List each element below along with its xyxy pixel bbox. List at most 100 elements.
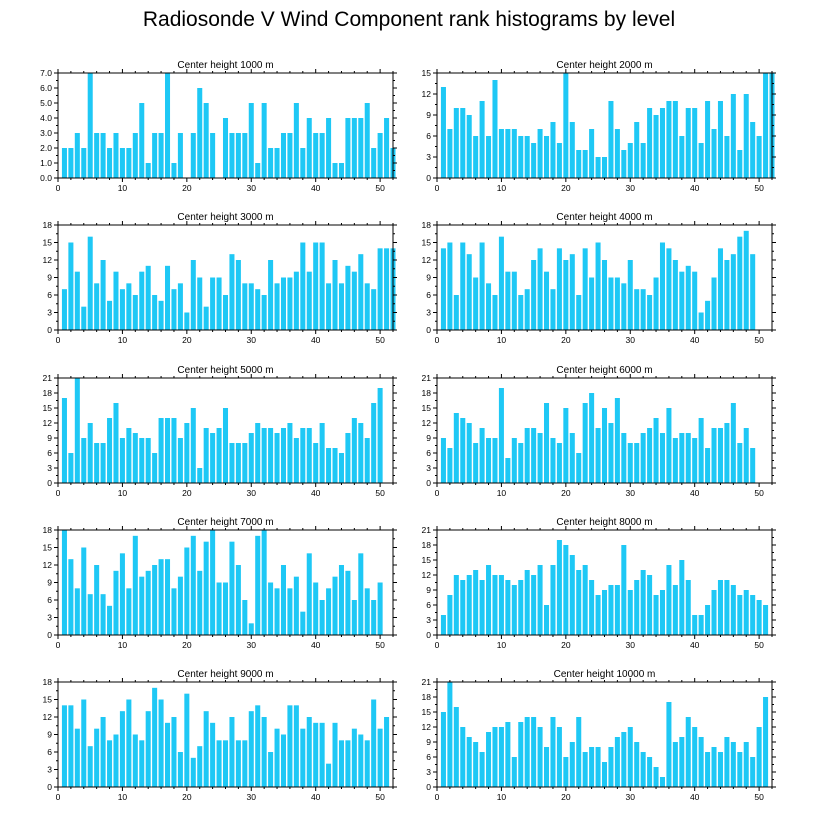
bar bbox=[724, 136, 730, 178]
bar bbox=[563, 73, 569, 178]
bar bbox=[274, 283, 280, 330]
bar bbox=[300, 242, 306, 330]
bar bbox=[184, 693, 190, 787]
bar bbox=[81, 148, 87, 178]
bar bbox=[248, 433, 254, 483]
bar bbox=[216, 428, 222, 483]
x-tick-label: 30 bbox=[626, 183, 636, 193]
panel-title: Center height 8000 m bbox=[556, 517, 652, 528]
bar bbox=[498, 388, 504, 483]
bar bbox=[486, 438, 492, 483]
y-tick-label: 3 bbox=[47, 308, 52, 318]
bar bbox=[229, 443, 235, 483]
y-tick-label: 6 bbox=[426, 448, 431, 458]
x-tick-label: 50 bbox=[754, 488, 764, 498]
bar bbox=[563, 757, 569, 787]
bar bbox=[332, 576, 338, 635]
bar bbox=[705, 752, 711, 787]
bar bbox=[737, 236, 743, 330]
bar bbox=[453, 413, 459, 483]
bar bbox=[248, 283, 254, 330]
bar bbox=[672, 742, 678, 787]
bar bbox=[640, 433, 646, 483]
bar bbox=[94, 283, 100, 330]
bar bbox=[132, 433, 138, 483]
bar bbox=[608, 747, 614, 787]
bar bbox=[518, 580, 524, 635]
bar bbox=[666, 101, 672, 178]
y-tick-label: 18 bbox=[422, 220, 432, 230]
bar bbox=[750, 448, 756, 483]
bar bbox=[724, 737, 730, 787]
bar bbox=[440, 438, 446, 483]
bar bbox=[210, 277, 216, 330]
y-tick-label: 9 bbox=[47, 433, 52, 443]
x-tick-label: 20 bbox=[561, 792, 571, 802]
bar bbox=[242, 283, 248, 330]
bar bbox=[364, 740, 370, 787]
bar bbox=[550, 438, 556, 483]
bar bbox=[473, 277, 479, 330]
bar bbox=[743, 742, 749, 787]
bar bbox=[750, 122, 756, 178]
bar bbox=[306, 717, 312, 787]
bar bbox=[447, 129, 453, 178]
x-tick-label: 0 bbox=[56, 488, 61, 498]
bar bbox=[126, 699, 132, 787]
y-tick-label: 7.0 bbox=[40, 68, 52, 78]
x-tick-label: 30 bbox=[247, 335, 257, 345]
bar bbox=[229, 133, 235, 178]
bar bbox=[261, 530, 267, 635]
bar bbox=[569, 555, 575, 635]
bar bbox=[197, 746, 203, 787]
bar bbox=[300, 428, 306, 483]
bar bbox=[717, 428, 723, 483]
bar bbox=[132, 295, 138, 330]
bar bbox=[68, 148, 74, 178]
bar bbox=[692, 108, 698, 178]
y-tick-label: 0 bbox=[47, 630, 52, 640]
bar bbox=[634, 580, 640, 635]
bar bbox=[537, 727, 543, 787]
bar bbox=[634, 443, 640, 483]
bar bbox=[730, 94, 736, 178]
bar bbox=[210, 433, 216, 483]
bar bbox=[384, 118, 390, 178]
y-tick-label: 18 bbox=[43, 677, 53, 687]
bar bbox=[524, 717, 530, 787]
bar bbox=[595, 242, 601, 330]
bar bbox=[61, 530, 67, 635]
x-tick-label: 30 bbox=[626, 792, 636, 802]
bar bbox=[563, 545, 569, 635]
bar bbox=[126, 283, 132, 330]
bar bbox=[453, 707, 459, 787]
bar bbox=[711, 590, 717, 635]
bar bbox=[556, 143, 562, 178]
figure-title: Radiosonde V Wind Component rank histogr… bbox=[142, 8, 676, 31]
y-tick-label: 6 bbox=[47, 747, 52, 757]
bar bbox=[466, 423, 472, 483]
bar bbox=[229, 541, 235, 635]
bar bbox=[505, 458, 511, 483]
bar bbox=[492, 295, 498, 330]
bar bbox=[197, 468, 203, 483]
y-tick-label: 0 bbox=[47, 478, 52, 488]
x-tick-label: 20 bbox=[561, 488, 571, 498]
bar bbox=[511, 438, 517, 483]
bar bbox=[679, 271, 685, 330]
bar bbox=[145, 711, 151, 787]
bar bbox=[351, 418, 357, 483]
bar bbox=[100, 260, 106, 330]
panel-title: Center height 10000 m bbox=[554, 669, 656, 680]
y-tick-label: 6 bbox=[426, 131, 431, 141]
bar bbox=[473, 136, 479, 178]
bar bbox=[255, 705, 261, 787]
bar bbox=[576, 295, 582, 330]
bar bbox=[453, 575, 459, 635]
bar bbox=[685, 265, 691, 330]
bar bbox=[345, 570, 351, 635]
bar bbox=[171, 289, 177, 330]
panel-title: Center height 1000 m bbox=[177, 60, 273, 71]
bar bbox=[248, 711, 254, 787]
bar bbox=[261, 103, 267, 178]
